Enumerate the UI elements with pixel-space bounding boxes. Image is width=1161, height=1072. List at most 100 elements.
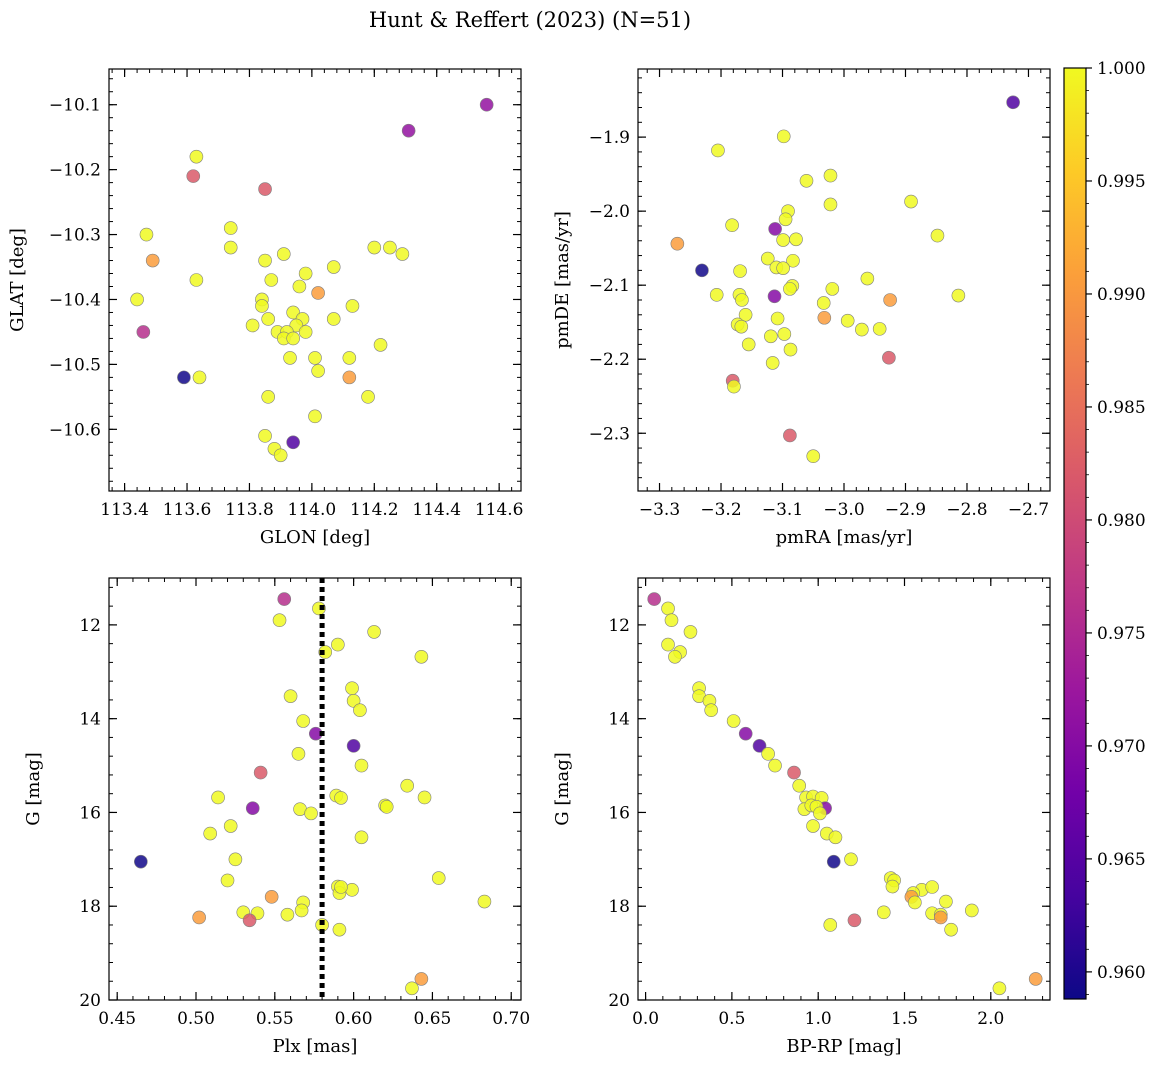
colorbar-tick-label: 0.990 [1097, 285, 1146, 305]
data-point [345, 681, 359, 695]
data-point [286, 305, 300, 320]
colorbar-gradient [1063, 67, 1087, 1000]
panel-bprp-g: 0.0 0.5 1.0 1.5 2.0 12 14 16 18 20 BP-RP [mag] G [m… [552, 577, 1051, 1057]
data-point [186, 169, 201, 183]
data-point [245, 801, 260, 816]
data-point [223, 221, 238, 235]
data-point [228, 852, 243, 867]
data-point [334, 791, 348, 805]
x-axis-label: pmRA [mas/yr] [776, 527, 913, 548]
data-point [414, 649, 429, 664]
data-point [661, 637, 675, 652]
data-layer [647, 592, 1043, 996]
data-point [220, 873, 235, 888]
y-tick-label: −1.9 [589, 128, 630, 148]
data-point [777, 327, 792, 341]
y-tick-label: 20 [608, 991, 630, 1011]
data-point [844, 852, 858, 867]
data-point [332, 922, 347, 937]
data-point [192, 370, 207, 385]
data-point [806, 449, 821, 464]
data-point [683, 625, 698, 639]
data-point [823, 197, 838, 212]
panel-plx-g: 0.45 0.50 0.55 0.60 0.65 0.70 12 14 16 18 20 Plx [m… [23, 577, 530, 1057]
data-point [258, 182, 272, 196]
x-tick-label: 0.60 [335, 1009, 373, 1029]
data-point [817, 310, 832, 325]
data-point [860, 271, 875, 286]
data-point [823, 168, 838, 183]
data-point [735, 293, 749, 307]
x-tick-label: −3.1 [762, 500, 803, 520]
data-point [367, 240, 382, 255]
x-tick-label: −2.8 [946, 500, 987, 520]
data-point [965, 903, 979, 918]
data-layer [130, 97, 494, 463]
colorbar-tick-label: 0.995 [1097, 172, 1146, 192]
colorbar-tick-label: 0.965 [1097, 850, 1146, 870]
data-point [379, 800, 394, 814]
x-tick-label: 114.6 [475, 500, 524, 520]
data-point [939, 894, 953, 909]
data-point [277, 592, 292, 606]
data-point [258, 253, 272, 268]
data-point [334, 880, 348, 894]
data-point [670, 236, 685, 251]
plot-frame [637, 68, 1051, 492]
data-point [711, 143, 725, 158]
data-point [134, 854, 148, 869]
data-point [318, 645, 333, 659]
x-axis-label: BP-RP [mag] [786, 1036, 901, 1057]
data-point [345, 299, 360, 313]
data-point [286, 331, 300, 346]
figure-title: Hunt & Reffert (2023) (N=51) [369, 8, 691, 32]
y-tick-label: 20 [79, 991, 101, 1011]
data-point [786, 253, 800, 268]
x-tick-label: 2.0 [977, 1009, 1004, 1029]
data-point [787, 765, 801, 780]
data-point [308, 409, 322, 424]
data-point [331, 637, 345, 652]
data-point [145, 253, 160, 268]
x-tick-label: 1.5 [891, 1009, 918, 1029]
data-point [725, 218, 739, 233]
data-point [789, 232, 803, 247]
colorbar: 0.960 0.965 0.970 0.975 0.980 0.985 0.990 0.995… [1063, 59, 1146, 1000]
data-point [192, 910, 206, 925]
y-axis-label: GLAT [deg] [7, 228, 28, 332]
data-point [885, 879, 900, 894]
data-point [308, 351, 322, 365]
data-point [826, 854, 841, 869]
data-point [647, 592, 662, 606]
data-point [764, 329, 778, 344]
data-point [828, 830, 843, 845]
data-point [792, 778, 807, 793]
y-axis-label: G [mag] [552, 752, 573, 825]
colorbar-tick-label: 0.980 [1097, 511, 1146, 531]
data-point [264, 890, 279, 904]
data-point [778, 212, 793, 227]
colorbar-tick-label: 0.970 [1097, 737, 1146, 757]
y-tick-label: −2.0 [589, 202, 630, 222]
data-point [294, 903, 309, 918]
x-tick-label: 0.70 [492, 1009, 530, 1029]
x-tick-label: 114.0 [288, 500, 337, 520]
data-point [951, 288, 966, 303]
y-tick-label: 14 [79, 710, 101, 730]
data-point [177, 370, 191, 385]
data-point [709, 288, 724, 302]
data-point [203, 826, 217, 841]
data-point [840, 313, 855, 328]
data-point [992, 981, 1007, 996]
data-point [738, 307, 753, 322]
data-point [668, 649, 682, 664]
data-point [261, 390, 275, 404]
data-point [342, 351, 357, 365]
x-tick-label: −2.9 [885, 500, 926, 520]
data-point [925, 880, 939, 894]
data-point [904, 194, 918, 209]
data-point [431, 871, 446, 885]
data-point [1028, 972, 1043, 986]
data-point [770, 311, 785, 326]
y-tick-label: 16 [608, 803, 630, 823]
